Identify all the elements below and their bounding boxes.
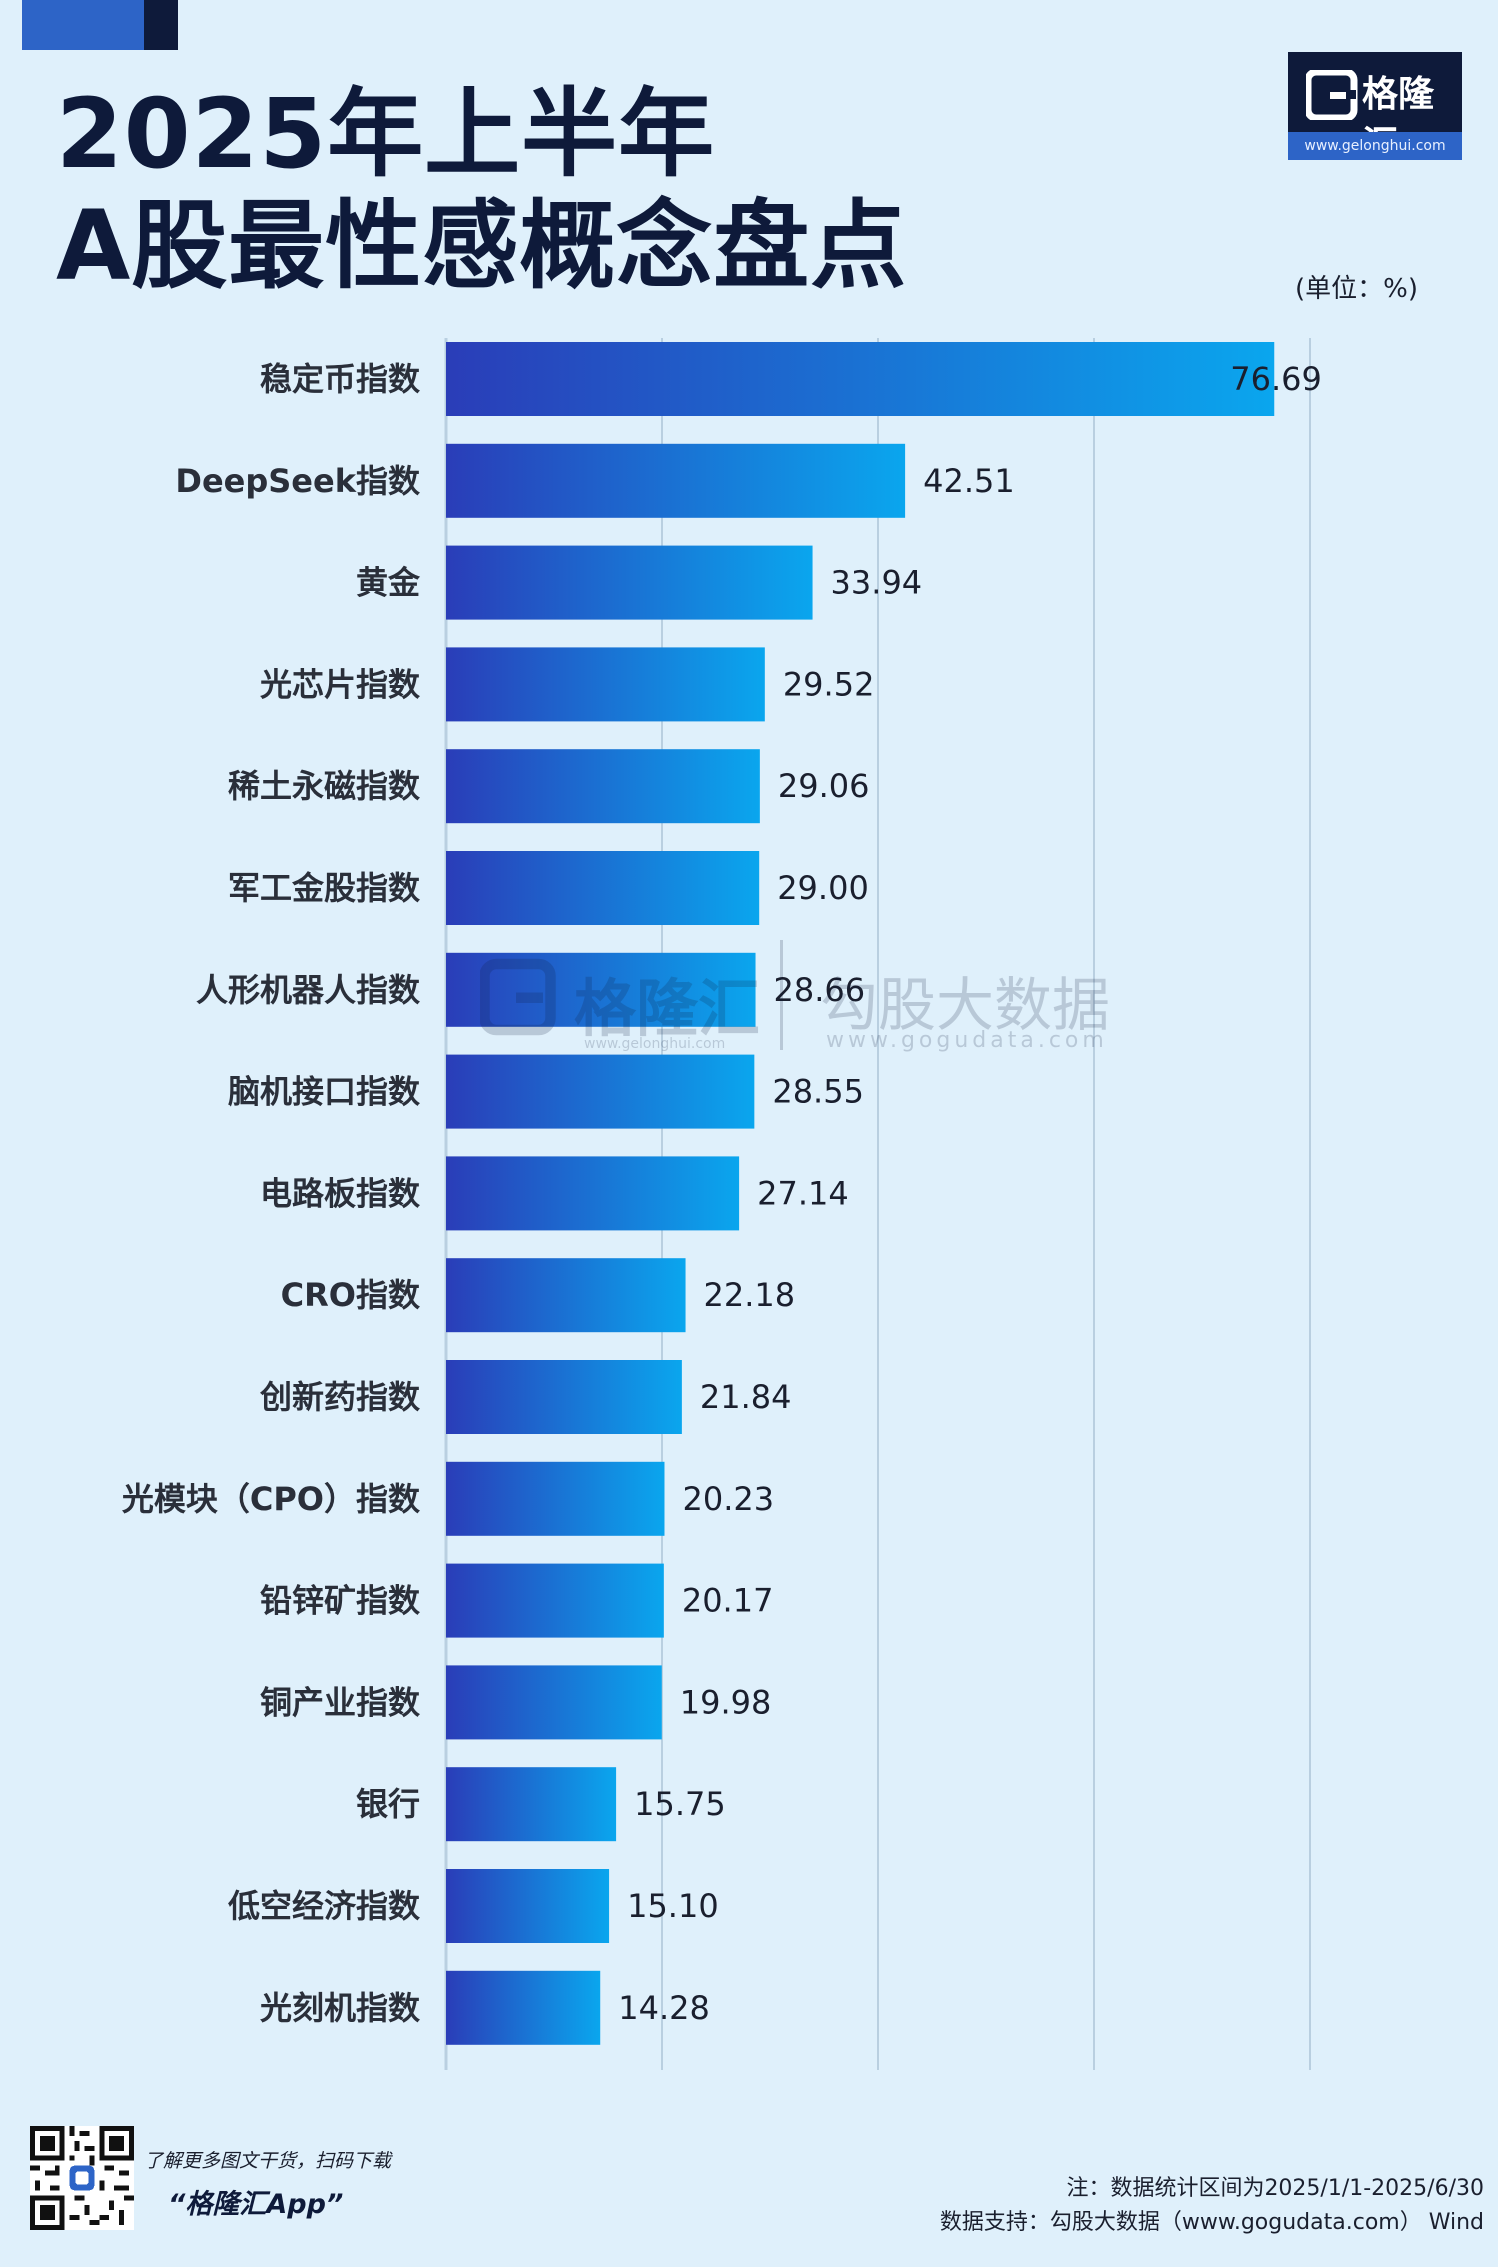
- header-accent-bar-dark: [144, 0, 178, 50]
- gelonghui-logo-icon: [1306, 70, 1358, 120]
- category-label: 铅锌矿指数: [260, 1582, 421, 1620]
- qr-code[interactable]: [30, 2126, 134, 2230]
- category-label: DeepSeek指数: [175, 462, 421, 500]
- gelonghui-logo: 格隆汇 www.gelonghui.com: [1288, 52, 1462, 165]
- value-label: 28.55: [772, 1073, 864, 1111]
- category-label: 电路板指数: [260, 1174, 421, 1212]
- value-label: 22.18: [704, 1276, 796, 1314]
- bar: [446, 749, 760, 824]
- bar: [446, 545, 813, 620]
- category-label: 黄金: [356, 564, 421, 602]
- category-label: 光模块（CPO）指数: [122, 1480, 421, 1518]
- category-label: 脑机接口指数: [228, 1073, 421, 1111]
- value-label: 27.14: [757, 1174, 849, 1212]
- value-label: 29.52: [783, 665, 875, 703]
- category-label: CRO指数: [281, 1276, 421, 1314]
- value-label: 29.06: [778, 767, 870, 805]
- bar: [446, 1461, 665, 1536]
- bar: [446, 1563, 664, 1638]
- bar: [446, 851, 760, 925]
- value-label: 21.84: [700, 1378, 792, 1416]
- category-label: 银行: [356, 1785, 420, 1823]
- bar: [446, 1869, 610, 1943]
- note-period: 注：数据统计区间为2025/1/1-2025/6/30: [1066, 2176, 1484, 2201]
- category-label: 铜产业指数: [260, 1683, 421, 1721]
- bar: [446, 443, 906, 518]
- category-label: 稳定币指数: [260, 360, 421, 398]
- bar: [446, 1054, 755, 1129]
- page-title-line1: 2025年上半年: [56, 78, 716, 190]
- category-label: 光刻机指数: [260, 1989, 421, 2027]
- promo-text: 了解更多图文干货，扫码下载: [144, 2150, 392, 2172]
- value-label: 28.66: [774, 971, 866, 1009]
- page-title: 2025年上半年 A股最性感概念盘点: [56, 78, 907, 302]
- category-label: 光芯片指数: [260, 665, 421, 703]
- page-title-line2: A股最性感概念盘点: [56, 190, 908, 302]
- bar: [446, 1258, 686, 1333]
- note-source: 数据支持：勾股大数据（www.gogudata.com） Wind: [939, 2210, 1484, 2235]
- value-label: 15.75: [634, 1785, 726, 1823]
- category-label: 人形机器人指数: [196, 971, 421, 1009]
- value-label: 14.28: [618, 1989, 710, 2027]
- category-label: 稀土永磁指数: [228, 767, 421, 805]
- unit-label: (单位：%): [1295, 274, 1418, 304]
- bar: [446, 1767, 617, 1842]
- category-label: 创新药指数: [259, 1378, 421, 1416]
- data-note: 注：数据统计区间为2025/1/1-2025/6/30 数据支持：勾股大数据（w…: [940, 2172, 1484, 2240]
- value-labels: 76.69 42.51 33.94 29.52 29.06 29.00 28.66 28.55…: [618, 360, 1322, 2027]
- value-label: 15.10: [627, 1887, 719, 1925]
- value-label: 76.69: [1230, 360, 1322, 398]
- bar: [446, 1360, 682, 1434]
- value-label: 20.23: [682, 1480, 774, 1518]
- bar: [446, 952, 756, 1027]
- bar-chart: 稳定币指数 DeepSeek指数黄金光芯片指数稀土永磁指数军工金股指数人形机器人指…: [122, 338, 1322, 2070]
- bar: [446, 647, 765, 722]
- value-label: 19.98: [680, 1683, 772, 1721]
- promo-app-name: “格隆汇App”: [168, 2189, 344, 2220]
- bars: [446, 342, 1275, 2045]
- value-label: 33.94: [831, 564, 923, 602]
- header-accent-bar: [22, 0, 144, 50]
- bar: [446, 1970, 601, 2045]
- category-labels: 稳定币指数 DeepSeek指数黄金光芯片指数稀土永磁指数军工金股指数人形机器人指…: [122, 360, 421, 2027]
- bar: [446, 1156, 740, 1231]
- logo-url: www.gelonghui.com: [1288, 132, 1462, 160]
- category-label: 低空经济指数: [228, 1887, 421, 1925]
- category-label: 军工金股指数: [228, 869, 421, 907]
- value-label: 29.00: [777, 869, 869, 907]
- value-label: 20.17: [682, 1582, 774, 1620]
- bar: [446, 342, 1275, 416]
- value-label: 42.51: [923, 462, 1015, 500]
- bar: [446, 1665, 662, 1740]
